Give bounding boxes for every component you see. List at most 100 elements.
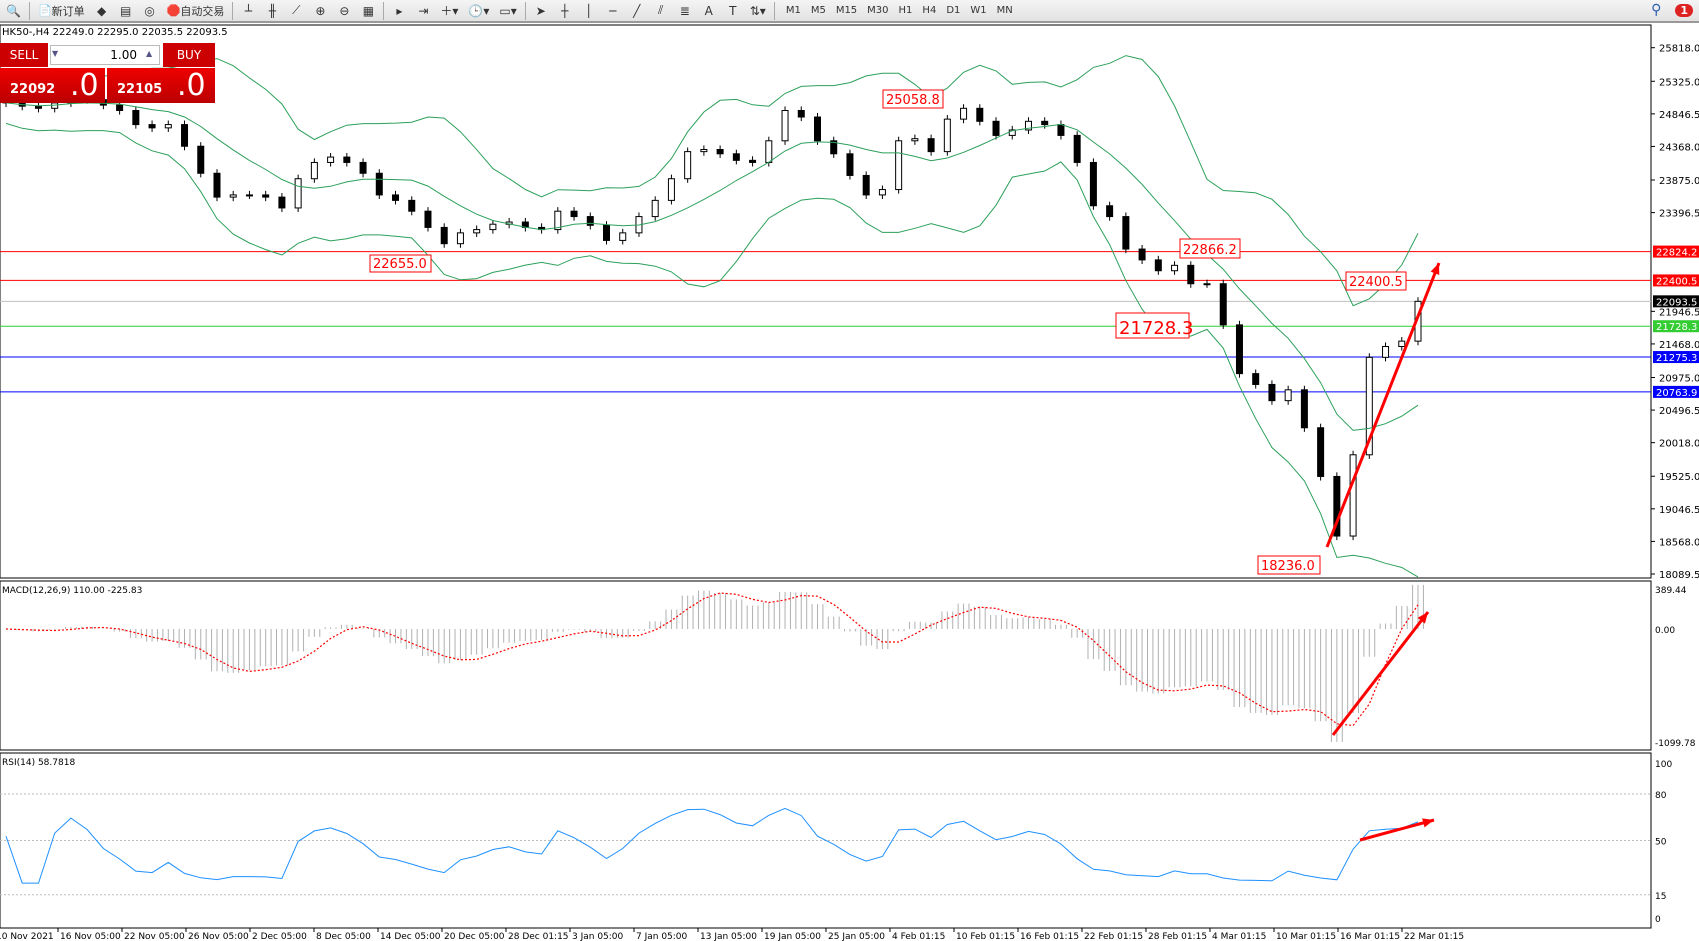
divider (232, 1, 234, 20)
price-tick-label: 18568.0 (1659, 537, 1699, 548)
price-tick-label: 21946.5 (1659, 307, 1699, 318)
candlestick-icon[interactable]: ╫ (268, 3, 276, 18)
bar-chart-icon[interactable]: ┴ (244, 3, 252, 18)
crosshair-icon[interactable]: ┼ (561, 3, 569, 18)
lot-size-input[interactable]: 1.00 (50, 45, 160, 65)
bid-frac: .0 (70, 68, 99, 103)
auto-scroll-icon[interactable]: ▸ (396, 3, 403, 18)
candle (1073, 134, 1081, 163)
candle (878, 189, 886, 196)
macd-label: MACD(12,26,9) 110.00 -225.83 (2, 586, 142, 596)
candle (1349, 454, 1357, 537)
time-tick-label: 3 Jan 05:00 (572, 932, 624, 941)
time-tick-label: 4 Mar 01:15 (1212, 932, 1266, 941)
price-annotation-box (369, 254, 432, 273)
candle (1089, 161, 1097, 207)
indicators-icon[interactable]: ＋▾ (440, 4, 459, 18)
price-annotation-box (1345, 271, 1407, 291)
divider (524, 1, 526, 20)
lot-increase-icon[interactable]: ▲ (146, 49, 153, 58)
timeframe-m30[interactable]: M30 (867, 5, 889, 16)
fibonacci-icon[interactable]: ≣ (679, 3, 690, 18)
buy-button[interactable]: BUY (163, 43, 215, 67)
candle (765, 140, 773, 163)
chart-shift-icon[interactable]: ⇥ (418, 3, 429, 18)
candle (846, 153, 854, 176)
timeframe-m5[interactable]: M5 (810, 5, 826, 16)
metaeditor-icon[interactable]: ◆ (97, 3, 107, 18)
timeframe-h1[interactable]: H1 (898, 5, 913, 16)
auto-trading-button[interactable]: 🛑 自动交易 (166, 4, 225, 18)
timeframe-m1[interactable]: M1 (785, 5, 801, 16)
time-tick-label: 28 Dec 01:15 (508, 932, 569, 941)
candle (667, 178, 675, 201)
templates-icon[interactable]: ▭▾ (499, 3, 517, 18)
candle (651, 199, 659, 218)
candle (1219, 283, 1227, 326)
price-tick-label: 23875.0 (1659, 176, 1699, 187)
text-icon[interactable]: A (704, 3, 713, 18)
horizontal-line-icon[interactable]: ─ (609, 3, 617, 18)
search-icon[interactable]: ⚲ (1651, 2, 1662, 18)
terminal-icon[interactable]: ▤ (119, 3, 132, 18)
candle (943, 118, 951, 153)
candle (1382, 346, 1390, 358)
timeframe-d1[interactable]: D1 (946, 5, 961, 16)
trendline-icon[interactable]: ╱ (633, 3, 641, 18)
candle (976, 107, 984, 122)
candle (489, 223, 497, 231)
rsi-label: RSI(14) 58.7818 (2, 758, 75, 768)
one-click-trading-panel: SELL 1.00 ▼ ▲ BUY 22092 .0 22105 .0 (0, 43, 215, 103)
zoom-out-icon[interactable]: ⊖ (339, 3, 350, 18)
candle (278, 196, 286, 209)
candle (1024, 120, 1032, 131)
candle (700, 149, 708, 153)
signals-icon[interactable]: ◎ (144, 3, 155, 18)
bid-price[interactable]: 22092 .0 (0, 68, 105, 103)
lot-decrease-icon[interactable]: ▼ (52, 49, 59, 58)
timeframe-w1[interactable]: W1 (970, 5, 987, 16)
new-order-button[interactable]: 📄 新订单 (37, 4, 85, 18)
time-tick-label: 22 Feb 01:15 (1084, 932, 1143, 941)
price-label-bg (1653, 274, 1699, 287)
sell-button[interactable]: SELL (0, 43, 48, 67)
time-tick-label: 26 Nov 05:00 (188, 932, 249, 941)
time-tick-label: 10 Nov 2021 (0, 932, 54, 941)
rsi-tick-label: 100 (1655, 760, 1672, 770)
timeframe-mn[interactable]: MN (996, 5, 1013, 16)
text-label-icon[interactable]: T (729, 3, 737, 18)
candle (359, 161, 367, 174)
time-tick-label: 16 Nov 05:00 (60, 932, 121, 941)
timeframe-h4[interactable]: H4 (922, 5, 937, 16)
rsi-line (5, 807, 1419, 884)
candle (1235, 324, 1243, 375)
price-tick-label: 19046.5 (1659, 505, 1699, 516)
auto-trading-label: 自动交易 (180, 4, 225, 18)
zoom-in-icon[interactable]: ⊕ (315, 3, 326, 18)
cursor-icon[interactable]: ➤ (535, 3, 546, 18)
tile-windows-icon[interactable]: ▦ (362, 3, 375, 18)
line-chart-icon[interactable]: ⟋ (292, 3, 301, 17)
time-tick-label: 2 Dec 05:00 (252, 932, 307, 941)
price-label: 22400.5 (1656, 276, 1697, 287)
candle (570, 210, 578, 218)
macd-tick-label: 0.00 (1655, 626, 1675, 636)
notification-badge[interactable]: 1 (1675, 3, 1693, 17)
price-label: 22093.5 (1656, 297, 1697, 308)
timeframe-m15[interactable]: M15 (835, 5, 858, 16)
candle (1268, 383, 1276, 402)
price-annotation-box (882, 89, 944, 109)
candle (197, 145, 205, 174)
zoom-icon[interactable]: 🔍 (6, 3, 21, 18)
toolbar: 🔍 📄 新订单 ◆ ▤ ◎ 🛑 自动交易 ┴ ╫ ⟋ ⊕ ⊖ ▦ ▸ ⇥ ＋▾ 🕒▾… (0, 0, 1699, 23)
channel-icon[interactable]: ⫽ (658, 3, 664, 17)
price-tick-label: 24368.0 (1659, 142, 1699, 153)
ask-price[interactable]: 22105 .0 (107, 68, 215, 103)
price-label-bg (1653, 320, 1699, 333)
periods-icon[interactable]: 🕒▾ (468, 3, 490, 18)
arrows-icon[interactable]: ⇅▾ (749, 3, 766, 18)
price-tick-label: 21468.0 (1659, 340, 1699, 351)
price-annotation: 22400.5 (1349, 275, 1403, 290)
vertical-line-icon[interactable]: │ (585, 3, 593, 18)
